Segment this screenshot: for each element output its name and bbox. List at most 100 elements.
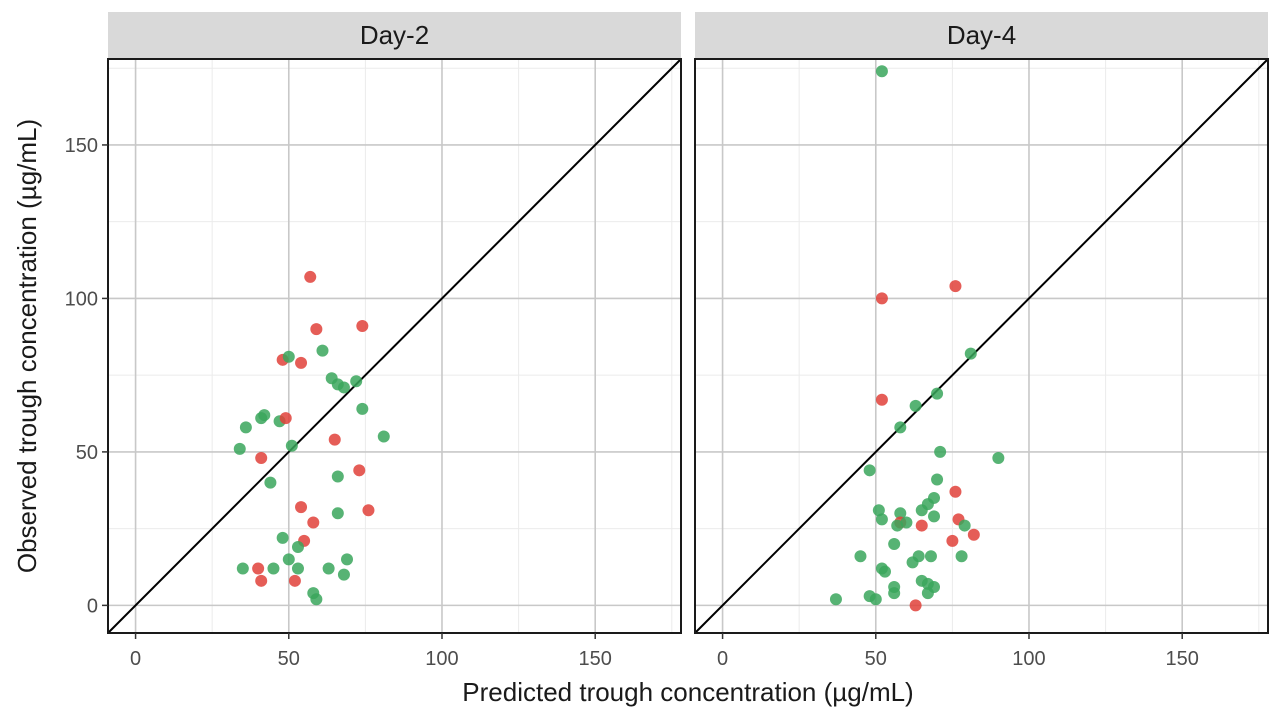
data-point-red (252, 562, 265, 575)
panel-day-4: Day-4 (694, 12, 1269, 634)
data-point-green (888, 587, 901, 600)
x-tick-label: 0 (717, 648, 728, 670)
data-point-green (316, 344, 329, 357)
data-point-green (891, 519, 904, 532)
data-point-green (906, 556, 919, 569)
data-point-green (924, 550, 937, 563)
data-point-red (875, 393, 888, 406)
data-point-green (869, 593, 882, 606)
data-point-green (291, 562, 304, 575)
data-point-green (921, 587, 934, 600)
panel-border (107, 58, 682, 634)
data-point-green (282, 553, 295, 566)
identity-line (694, 58, 1269, 634)
y-tick-label: 50 (76, 442, 98, 464)
x-tick-label: 150 (1166, 648, 1199, 670)
data-point-red (304, 270, 317, 283)
plot-area-day-2 (107, 58, 682, 634)
data-point-red (328, 433, 341, 446)
data-point-green (337, 568, 350, 581)
panel-day-2: Day-2 (107, 12, 682, 634)
data-point-green (322, 562, 335, 575)
data-point-green (878, 565, 891, 578)
x-axes: 0 50 100 150 0 50 100 150 (130, 633, 1199, 670)
x-tick-label: 0 (130, 648, 141, 670)
data-point-red (946, 534, 959, 547)
x-tick-label: 50 (278, 648, 300, 670)
data-point-green (377, 430, 390, 443)
data-point-green (928, 510, 941, 523)
data-point-green (331, 470, 344, 483)
data-point-green (291, 541, 304, 554)
data-point-green (992, 452, 1005, 465)
data-point-red (915, 519, 928, 532)
data-point-red (949, 485, 962, 498)
data-point-green (931, 473, 944, 486)
y-axis: 0 50 100 150 (65, 135, 108, 617)
data-point-green (829, 593, 842, 606)
plot-area-day-4 (694, 58, 1269, 634)
data-point-red (279, 412, 292, 425)
data-point-green (331, 507, 344, 520)
data-point-green (255, 412, 268, 425)
data-point-green (337, 381, 350, 394)
data-point-green (310, 593, 323, 606)
data-point-green (875, 513, 888, 526)
data-point-red (255, 452, 268, 465)
data-point-red (295, 501, 308, 514)
data-point-green (267, 562, 280, 575)
data-point-green (915, 504, 928, 517)
data-point-green (854, 550, 867, 563)
data-point-green (356, 402, 369, 415)
data-point-green (236, 562, 249, 575)
panel-strip-day-4 (695, 12, 1268, 59)
y-tick-label: 0 (87, 595, 98, 617)
data-point-green (276, 531, 289, 544)
data-point-green (909, 399, 922, 412)
panel-title-day-4: Day-4 (947, 20, 1016, 50)
data-point-red (310, 323, 323, 336)
data-point-green (958, 519, 971, 532)
data-point-red (909, 599, 922, 612)
y-axis-title: Observed trough concentration (µg/mL) (12, 119, 42, 573)
x-tick-label: 100 (1012, 648, 1045, 670)
data-point-green (888, 537, 901, 550)
data-point-green (233, 442, 246, 455)
data-point-green (934, 445, 947, 458)
x-tick-label: 150 (579, 648, 612, 670)
x-tick-label: 100 (425, 648, 458, 670)
data-point-green (285, 439, 298, 452)
data-point-green (239, 421, 252, 434)
data-point-green (931, 387, 944, 400)
data-point-green (875, 65, 888, 78)
data-point-green (863, 464, 876, 477)
data-point-green (894, 421, 907, 434)
data-point-red (875, 292, 888, 305)
data-point-red (295, 356, 308, 369)
data-point-red (967, 528, 980, 541)
identity-line (107, 58, 682, 634)
y-tick-label: 150 (65, 135, 98, 157)
data-point-red (288, 574, 301, 587)
data-point-green (264, 476, 277, 489)
data-point-green (282, 350, 295, 363)
data-point-red (307, 516, 320, 529)
y-tick-label: 100 (65, 288, 98, 310)
data-point-red (362, 504, 375, 517)
data-point-red (353, 464, 366, 477)
data-point-green (872, 504, 885, 517)
panel-strip-day-2 (108, 12, 681, 59)
data-point-green (350, 375, 363, 388)
x-axis-title: Predicted trough concentration (µg/mL) (462, 677, 913, 707)
x-tick-label: 50 (865, 648, 887, 670)
data-point-green (900, 516, 913, 529)
data-point-green (894, 507, 907, 520)
panel-title-day-2: Day-2 (360, 20, 429, 50)
data-point-red (949, 280, 962, 293)
data-point-green (955, 550, 968, 563)
data-point-red (255, 574, 268, 587)
data-point-red (356, 320, 369, 333)
data-point-green (341, 553, 354, 566)
data-point-green (964, 347, 977, 360)
